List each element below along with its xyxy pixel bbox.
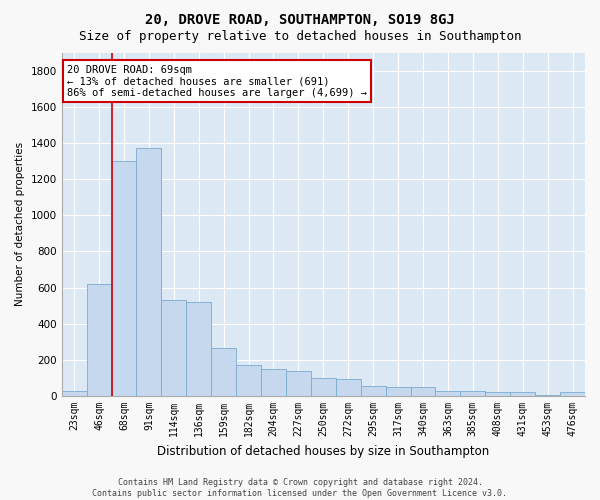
Bar — [62, 390, 86, 396]
Bar — [261, 369, 286, 396]
Bar — [336, 379, 361, 396]
Bar — [86, 284, 112, 396]
Bar — [211, 348, 236, 396]
Bar — [112, 161, 136, 396]
Bar — [485, 392, 510, 396]
Bar — [361, 386, 386, 396]
Text: Contains HM Land Registry data © Crown copyright and database right 2024.
Contai: Contains HM Land Registry data © Crown c… — [92, 478, 508, 498]
Bar — [410, 387, 436, 396]
Bar — [311, 378, 336, 396]
Bar — [136, 148, 161, 396]
Bar — [560, 392, 585, 396]
X-axis label: Distribution of detached houses by size in Southampton: Distribution of detached houses by size … — [157, 444, 490, 458]
Bar — [460, 391, 485, 396]
Bar — [186, 302, 211, 396]
Text: 20 DROVE ROAD: 69sqm
← 13% of detached houses are smaller (691)
86% of semi-deta: 20 DROVE ROAD: 69sqm ← 13% of detached h… — [67, 64, 367, 98]
Bar — [436, 390, 460, 396]
Text: Size of property relative to detached houses in Southampton: Size of property relative to detached ho… — [79, 30, 521, 43]
Text: 20, DROVE ROAD, SOUTHAMPTON, SO19 8GJ: 20, DROVE ROAD, SOUTHAMPTON, SO19 8GJ — [145, 12, 455, 26]
Y-axis label: Number of detached properties: Number of detached properties — [15, 142, 25, 306]
Bar — [510, 392, 535, 396]
Bar — [286, 370, 311, 396]
Bar — [236, 366, 261, 396]
Bar — [386, 387, 410, 396]
Bar — [161, 300, 186, 396]
